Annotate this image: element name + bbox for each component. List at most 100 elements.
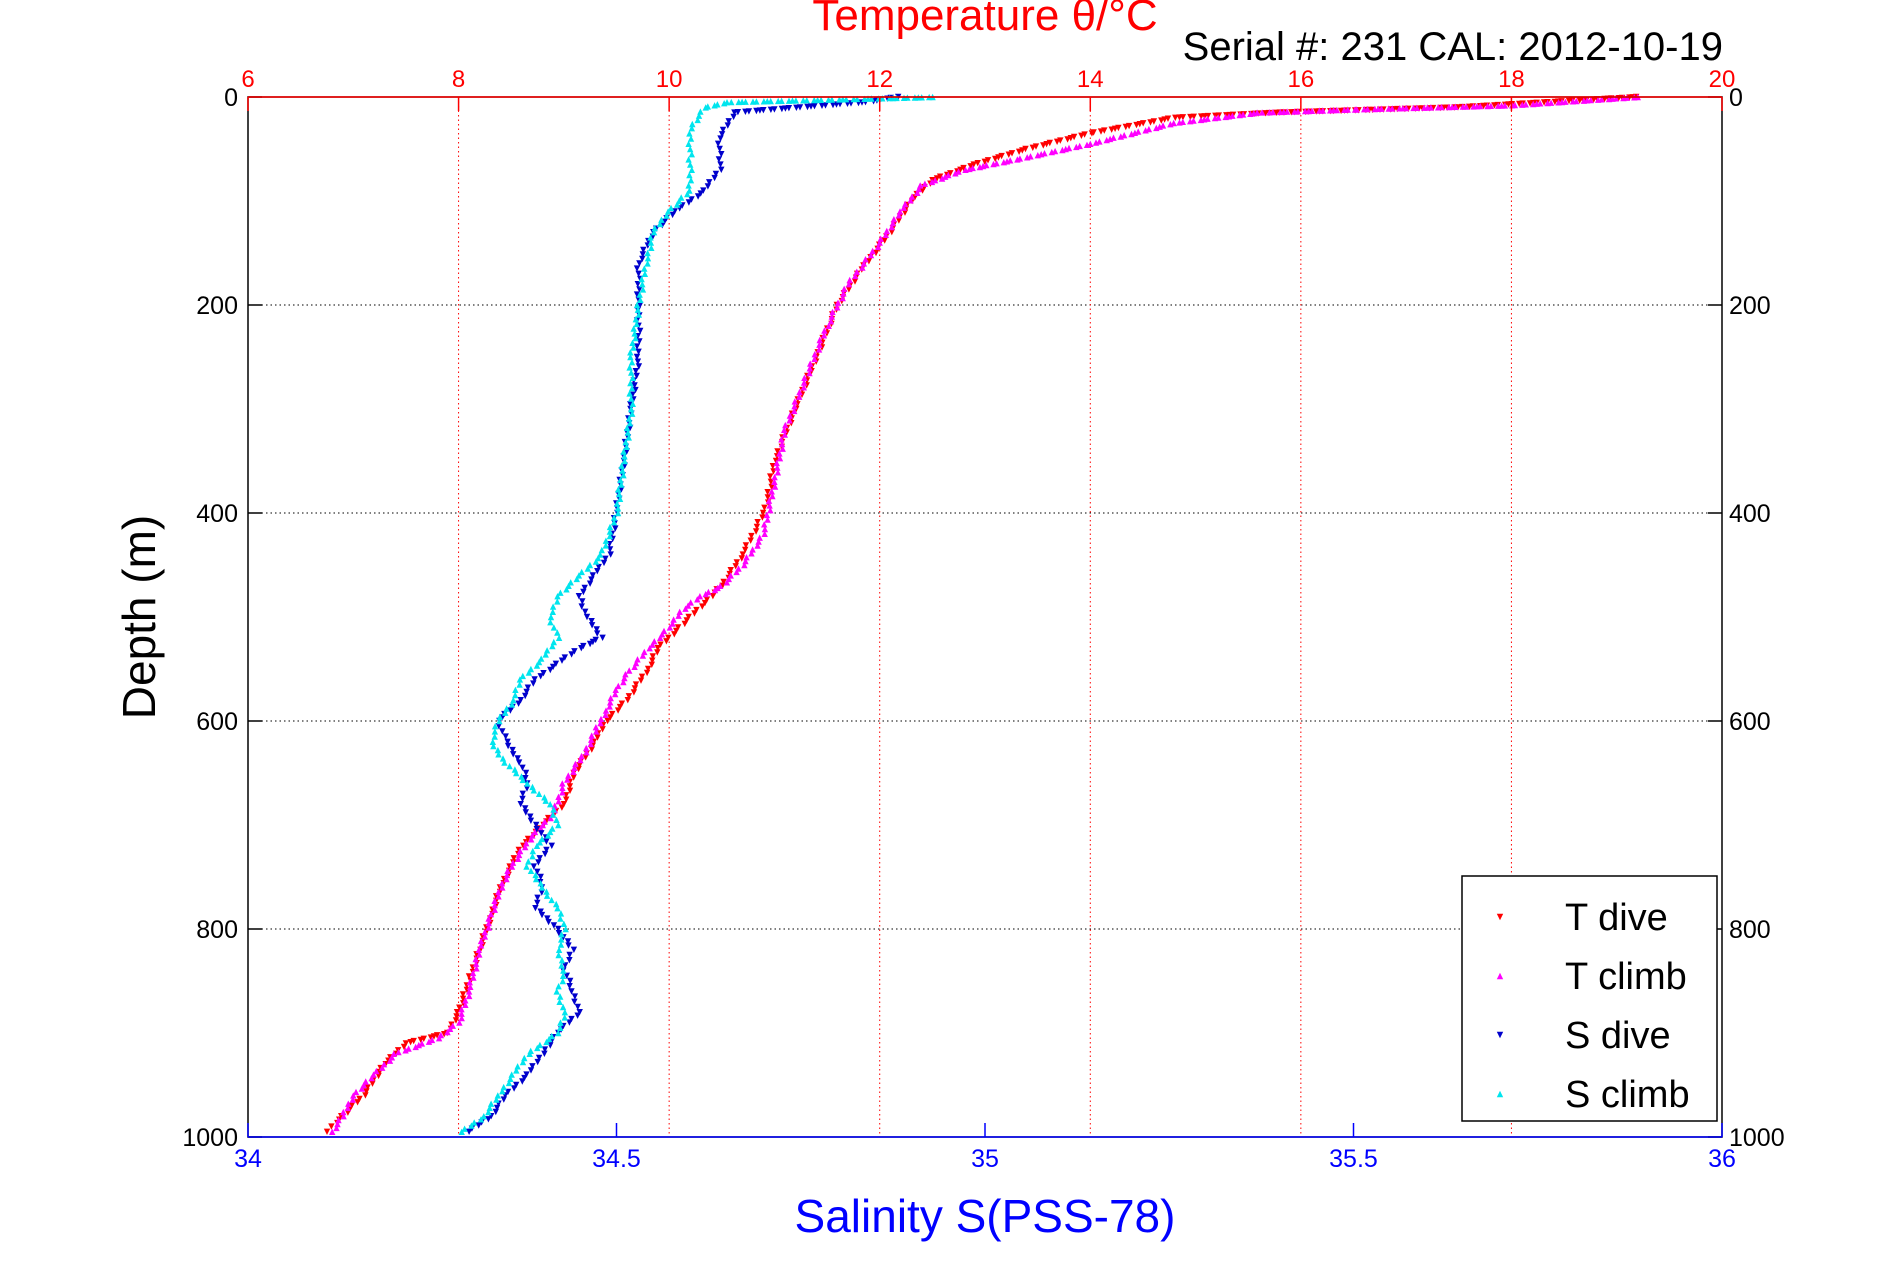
data-point [502,733,509,740]
data-point [702,590,709,598]
data-point [687,145,694,153]
data-point [774,448,781,455]
data-point [504,867,511,874]
data-point [621,674,628,682]
data-point [1466,103,1473,110]
data-point [550,624,558,631]
data-point [641,265,648,272]
data-point [741,561,748,569]
data-point [558,962,565,969]
data-point [684,190,691,198]
data-point [469,969,477,977]
data-point [633,372,640,380]
data-point [1530,100,1537,108]
data-point [512,686,519,693]
data-point [618,462,625,469]
data-point [559,789,566,796]
data-point [350,1092,357,1099]
data-point [928,178,936,186]
salinity-tick-label: 34.5 [592,1145,641,1173]
data-point [578,752,585,760]
data-point [719,126,727,134]
data-point [649,657,656,664]
data-point [527,817,535,824]
data-point [532,875,540,883]
data-point [602,555,609,562]
data-point [606,532,614,540]
y-axis-label: Depth (m) [113,515,165,719]
data-point [592,636,599,644]
data-point [1569,98,1577,105]
data-point [717,135,724,142]
data-point [576,762,583,769]
data-point [564,776,571,783]
data-point [618,481,625,488]
data-point [537,908,544,915]
data-point [515,759,523,766]
data-point [527,813,534,820]
data-point [674,624,682,631]
data-point [1029,144,1036,151]
data-point [522,769,530,777]
data-point [654,645,661,652]
data-point [1106,135,1114,143]
data-point [465,1128,473,1135]
data-point [779,445,786,452]
data-point [793,104,800,111]
data-point [480,1113,487,1120]
data-point [1097,128,1105,135]
data-point [1110,134,1117,141]
data-point [1590,96,1597,103]
data-point [557,1024,564,1031]
data-point [557,1019,564,1026]
data-point [1484,102,1491,110]
data-point [1158,117,1165,124]
data-point [334,1120,341,1128]
legend-box [1461,875,1718,1122]
data-point [748,532,755,540]
data-point [607,699,614,706]
data-point [487,910,495,918]
data-point [597,719,604,727]
data-point [1288,109,1295,116]
data-point [592,724,600,731]
data-point [575,765,582,773]
data-point [481,933,489,940]
data-layer [323,93,1641,1135]
data-point [861,95,868,102]
data-point [519,776,526,784]
data-point [617,476,624,484]
data-point [524,780,531,787]
data-point [1187,113,1194,121]
data-point [650,229,658,236]
data-point [791,398,798,405]
data-point [656,220,664,228]
data-point [640,246,647,254]
data-point [825,322,832,329]
data-point [620,448,627,455]
data-point [683,617,690,624]
data-point [529,853,536,860]
data-point [1048,148,1055,156]
data-point [519,672,526,680]
data-point [485,924,492,931]
data-point [673,627,680,635]
data-point [572,760,579,768]
data-point [846,276,853,284]
data-point [561,1014,568,1021]
data-point [630,344,637,351]
data-point [529,832,536,839]
data-point [554,593,561,600]
data-point [1083,141,1091,148]
data-point [493,1096,500,1103]
data-point [626,364,633,371]
data-point [577,756,584,764]
data-point [735,98,742,106]
data-point [754,519,761,526]
depth-tick-label-left: 200 [196,292,238,320]
data-point [548,842,555,849]
data-point [686,171,693,179]
data-point [816,341,823,348]
data-point [456,1004,463,1011]
data-point [532,871,539,879]
